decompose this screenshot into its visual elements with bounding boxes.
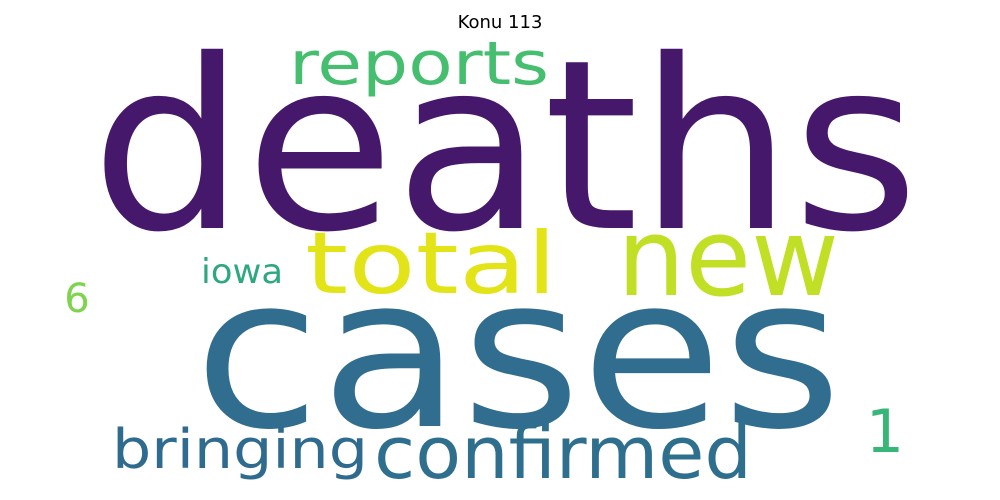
word-iowa: iowa [201, 252, 283, 292]
word-reports: reports [289, 29, 549, 99]
word-total: total [305, 214, 557, 314]
word-1: 1 [866, 397, 904, 467]
word-new: new [617, 196, 839, 321]
word-deaths: deaths [91, 9, 919, 284]
chart-title: Konu 113 [457, 12, 543, 33]
word-cases: cases [194, 231, 842, 476]
word-bringing: bringing [112, 418, 368, 481]
word-confirmed: confirmed [374, 411, 752, 495]
word-6: 6 [64, 276, 89, 322]
